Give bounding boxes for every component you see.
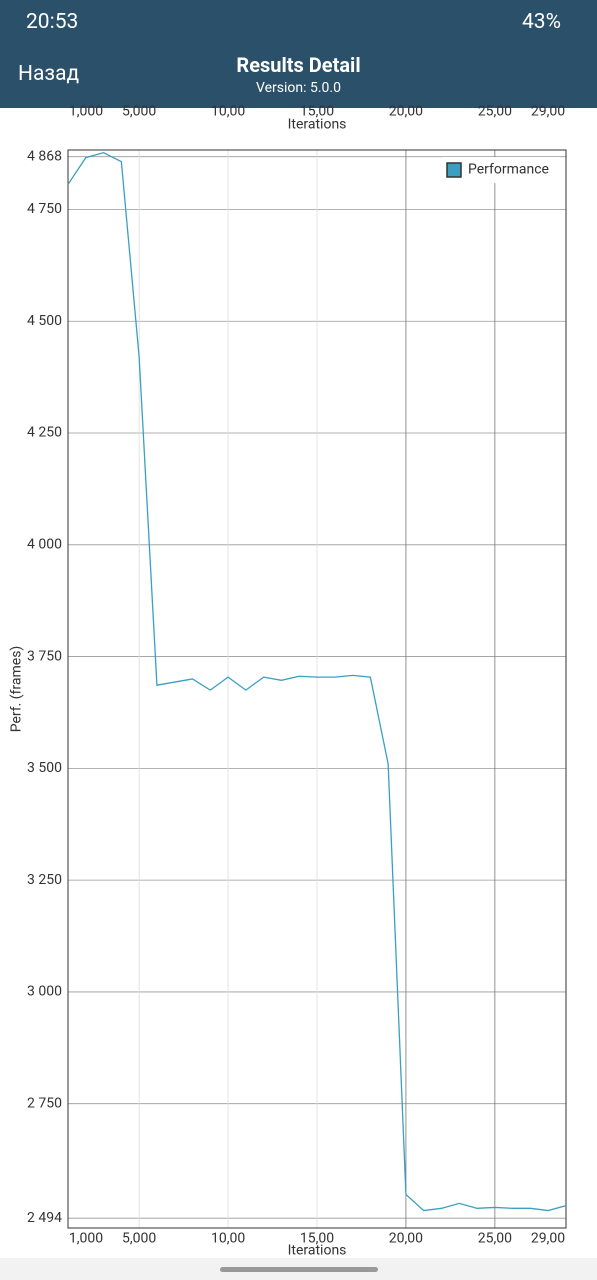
x-axis-title: Iterations	[288, 117, 347, 133]
status-time: 20:53	[26, 10, 79, 34]
y-tick-label: 4 250	[27, 425, 62, 441]
x-tick-label: 1,000	[69, 104, 103, 120]
app-bar: 20:53 43% Назад Results Detail Version: …	[0, 0, 597, 108]
x-axis-title: Iterations	[288, 1243, 347, 1258]
y-tick-label: 3 500	[27, 760, 62, 776]
x-tick-label: 15,00	[300, 1231, 334, 1247]
y-tick-label: 3 250	[27, 872, 62, 888]
y-tick-label: 3 750	[27, 648, 62, 664]
x-tick-label: 20,00	[389, 104, 423, 120]
legend-label: Performance	[468, 162, 549, 178]
y-tick-label: 2 494	[27, 1210, 62, 1226]
x-tick-label: 5,000	[122, 104, 156, 120]
x-tick-label: 29,00	[531, 104, 565, 120]
data-line	[67, 151, 567, 1212]
y-axis-title: Perf. (frames)	[9, 646, 25, 733]
x-tick-label: 1,000	[69, 1231, 103, 1247]
back-button[interactable]: Назад	[18, 62, 80, 86]
y-tick-label: 4 000	[27, 537, 62, 553]
x-tick-label: 10,00	[211, 104, 245, 120]
nav-bar	[0, 1258, 597, 1280]
y-tick-label: 2 750	[27, 1095, 62, 1111]
y-tick-label: 4 750	[27, 201, 62, 217]
x-tick-label: 10,00	[211, 1231, 245, 1247]
y-tick-label: 4 500	[27, 313, 62, 329]
x-tick-label: 5,000	[122, 1231, 156, 1247]
x-tick-label: 15,00	[300, 104, 334, 120]
x-tick-label: 20,00	[389, 1231, 423, 1247]
page-subtitle: Version: 5.0.0	[256, 80, 341, 96]
x-tick-label: 29,00	[531, 1231, 565, 1247]
home-handle[interactable]	[220, 1267, 378, 1272]
x-tick-label: 25,00	[478, 1231, 512, 1247]
legend-swatch	[446, 162, 462, 178]
x-tick-label: 25,00	[478, 104, 512, 120]
page-title: Results Detail	[236, 53, 361, 77]
status-battery: 43%	[522, 10, 561, 34]
plot-frame	[67, 149, 567, 1229]
y-tick-label: 4 868	[27, 148, 62, 164]
y-tick-label: 3 000	[27, 984, 62, 1000]
